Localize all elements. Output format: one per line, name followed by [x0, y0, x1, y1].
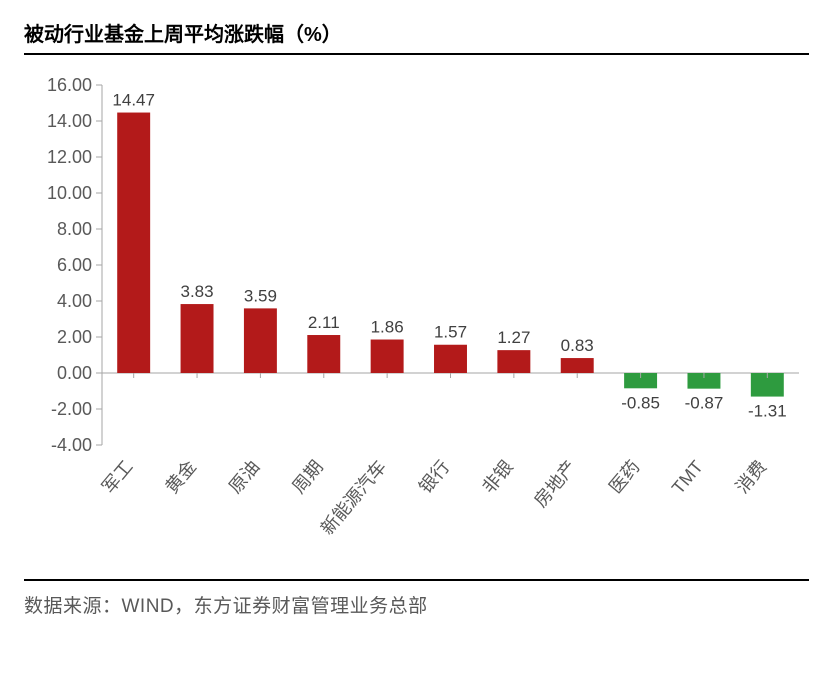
category-label: 新能源汽车	[317, 457, 390, 539]
category-label: 消费	[732, 457, 770, 497]
source-text: 数据来源：WIND，东方证券财富管理业务总部	[24, 591, 809, 618]
y-tick-label: 2.00	[57, 327, 92, 347]
bar	[307, 335, 340, 373]
y-tick-label: 0.00	[57, 363, 92, 383]
top-divider	[24, 53, 809, 55]
value-label: -1.31	[748, 402, 787, 421]
y-tick-label: -4.00	[51, 435, 92, 455]
category-label: 银行	[415, 457, 453, 497]
value-label: 1.57	[434, 323, 467, 342]
y-tick-label: 14.00	[47, 111, 92, 131]
value-label: 2.11	[308, 313, 340, 332]
y-tick-label: -2.00	[51, 399, 92, 419]
category-label: 非银	[478, 457, 516, 497]
bar	[371, 340, 404, 373]
bar	[497, 350, 530, 373]
category-label: 军工	[98, 457, 136, 497]
category-label: 周期	[288, 457, 326, 497]
y-tick-label: 12.00	[47, 147, 92, 167]
bottom-divider	[24, 579, 809, 581]
category-label: 原油	[225, 457, 263, 497]
chart-title: 被动行业基金上周平均涨跌幅（%）	[24, 18, 809, 47]
y-tick-label: 8.00	[57, 219, 92, 239]
bar	[117, 113, 150, 373]
category-label: TMT	[668, 457, 707, 498]
category-label: 医药	[605, 457, 643, 497]
value-label: 1.86	[371, 318, 404, 337]
bar	[244, 308, 277, 373]
bar-chart-svg: -4.00 -2.00 0.00 2.00 4.00 6.00 8.00 10.00 12.00…	[24, 65, 809, 575]
chart-container: 被动行业基金上周平均涨跌幅（%） -4.00 -2.00 0.00 2.00 4.00 6…	[0, 0, 833, 696]
value-label: 3.83	[180, 282, 213, 301]
y-tick-label: 16.00	[47, 75, 92, 95]
value-label: 1.27	[497, 328, 530, 347]
bar	[434, 345, 467, 373]
value-label: 0.83	[561, 336, 594, 355]
value-label: 14.47	[112, 91, 155, 110]
category-label: 黄金	[162, 457, 200, 497]
value-label: -0.87	[685, 394, 724, 413]
value-label: -0.85	[621, 393, 660, 412]
category-label: 房地产	[530, 457, 580, 511]
bar	[181, 304, 214, 373]
y-tick-label: 6.00	[57, 255, 92, 275]
y-tick-label: 4.00	[57, 291, 92, 311]
bar	[561, 358, 594, 373]
y-tick-label: 10.00	[47, 183, 92, 203]
plot-area: -4.00 -2.00 0.00 2.00 4.00 6.00 8.00 10.00 12.00…	[24, 65, 809, 575]
value-label: 3.59	[244, 286, 277, 305]
